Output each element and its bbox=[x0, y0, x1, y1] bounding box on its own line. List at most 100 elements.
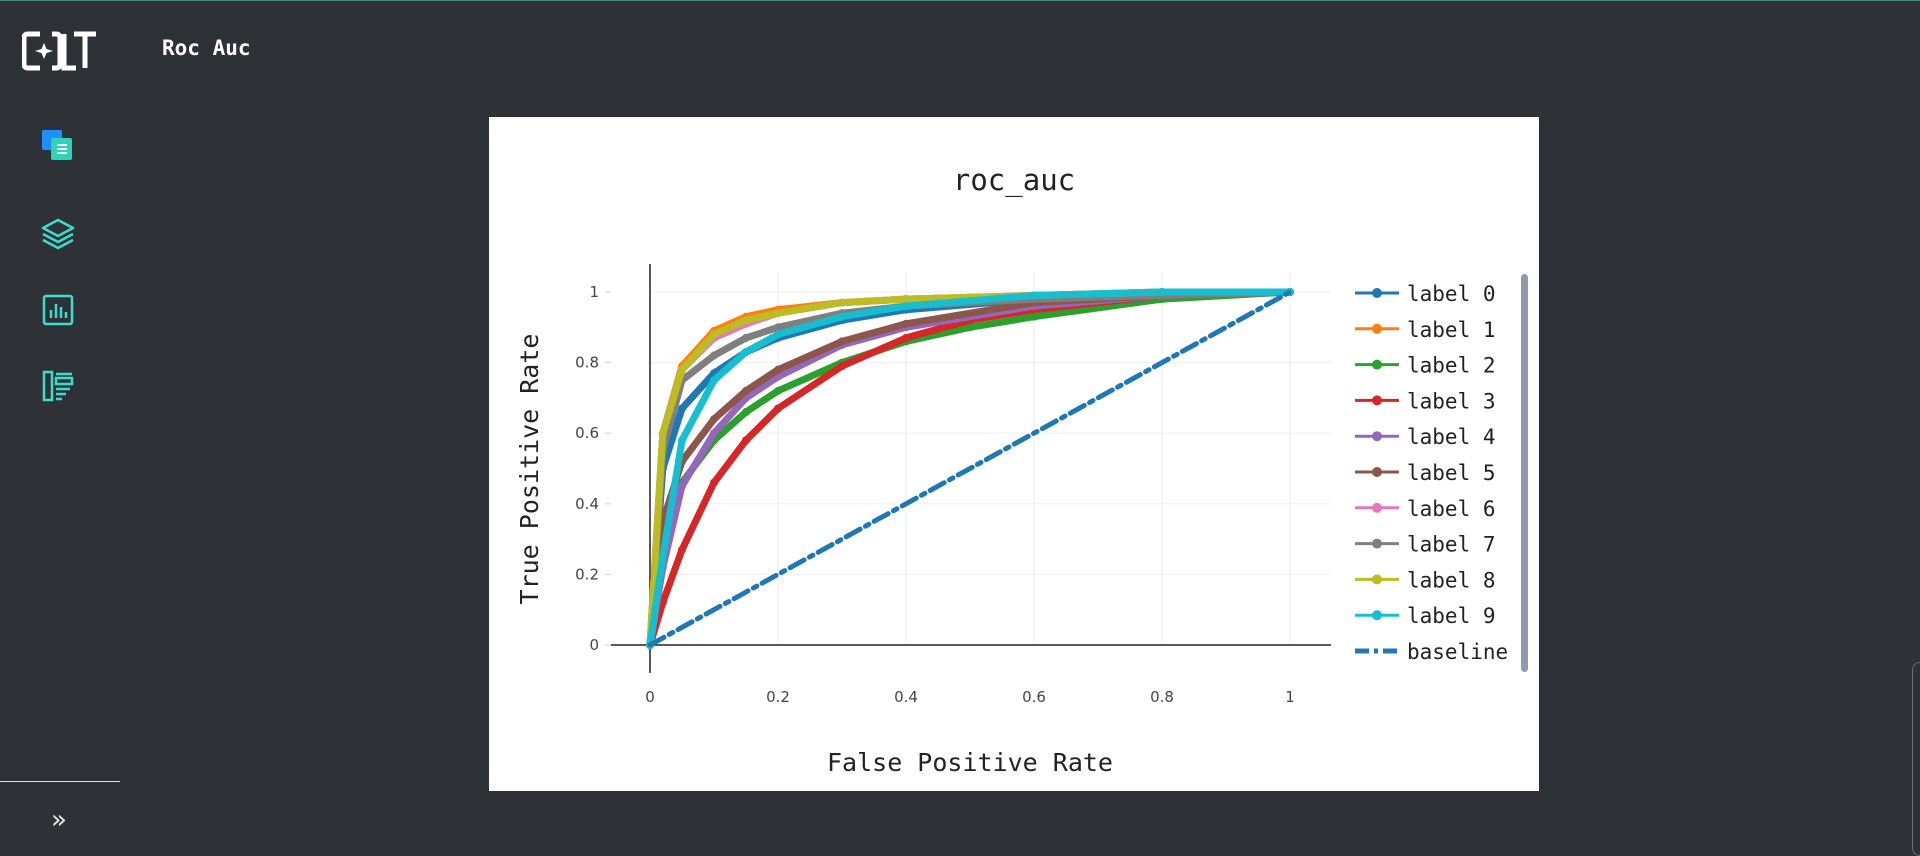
data-point-label-3 bbox=[838, 362, 846, 371]
legend-label: label 8 bbox=[1407, 568, 1496, 592]
sidebar: » bbox=[0, 0, 120, 854]
expand-sidebar-icon[interactable]: » bbox=[51, 805, 67, 835]
x-axis-label: False Positive Rate bbox=[827, 748, 1113, 777]
data-point-label-0 bbox=[678, 404, 686, 413]
data-point-label-2 bbox=[966, 323, 974, 332]
legend-marker bbox=[1372, 395, 1382, 406]
legend-label: label 6 bbox=[1407, 497, 1496, 521]
legend-label: label 9 bbox=[1407, 604, 1496, 628]
legend-label: label 4 bbox=[1407, 425, 1496, 449]
x-tick-label: 0.6 bbox=[1022, 688, 1046, 706]
legend-item-label-4[interactable]: label 4 bbox=[1355, 425, 1496, 449]
legend-marker bbox=[1372, 288, 1382, 298]
legend-item-label-3[interactable]: label 3 bbox=[1355, 389, 1496, 413]
y-tick-label: 0.8 bbox=[575, 354, 599, 372]
bar-chart-icon[interactable] bbox=[40, 292, 76, 328]
legend-item-label-2[interactable]: label 2 bbox=[1355, 354, 1496, 378]
data-point-label-7 bbox=[774, 323, 782, 332]
legend-item-label-1[interactable]: label 1 bbox=[1355, 318, 1496, 342]
legend-marker bbox=[1372, 467, 1382, 477]
legend-marker bbox=[1372, 323, 1382, 334]
data-point-label-9 bbox=[742, 348, 750, 357]
legend-label: label 1 bbox=[1407, 318, 1496, 342]
data-point-label-9 bbox=[1158, 288, 1166, 296]
legend-marker bbox=[1372, 574, 1382, 585]
data-point-label-5 bbox=[902, 319, 910, 328]
x-tick-label: 0.4 bbox=[894, 688, 918, 706]
data-point-label-5 bbox=[742, 386, 750, 395]
data-point-label-9 bbox=[1030, 291, 1038, 300]
data-point-label-3 bbox=[678, 545, 686, 554]
legend-marker bbox=[1372, 431, 1382, 442]
report-list-icon[interactable] bbox=[40, 368, 76, 404]
series-line-baseline bbox=[647, 289, 1293, 648]
legend-scrollbar[interactable] bbox=[1521, 274, 1528, 672]
data-point-label-3 bbox=[774, 404, 782, 413]
chart-card: 0 0.2 0.4 0.6 0.8 1 0 0.2 0.4 0.6 0.8 1 label 0 labe… bbox=[489, 117, 1539, 791]
legend-label: label 2 bbox=[1407, 354, 1496, 378]
y-tick-label: 0.6 bbox=[575, 424, 599, 442]
y-tick-label: 0.4 bbox=[575, 495, 599, 513]
data-point-label-2 bbox=[774, 386, 782, 395]
y-axis-label: True Positive Rate bbox=[515, 334, 544, 605]
legend-item-label-0[interactable]: label 0 bbox=[1355, 282, 1496, 306]
top-border bbox=[0, 0, 1920, 1]
data-point-label-9 bbox=[658, 552, 667, 561]
chart-title: roc_auc bbox=[953, 163, 1075, 198]
page-title: Roc Auc bbox=[162, 36, 251, 60]
sidebar-divider bbox=[0, 781, 120, 782]
app-logo-icon[interactable] bbox=[22, 30, 98, 72]
data-point-label-9 bbox=[838, 312, 846, 321]
roc-chart: 0 0.2 0.4 0.6 0.8 100.20.40.60.81 label 0labe… bbox=[515, 163, 1528, 777]
legend: label 0 label 1 label 2 label 3 label 4 label… bbox=[1355, 282, 1508, 664]
series-lines bbox=[646, 288, 1294, 649]
data-point-label-2 bbox=[1030, 312, 1038, 321]
x-tick-label: 1 bbox=[1285, 688, 1295, 706]
legend-item-label-8[interactable]: label 8 bbox=[1355, 568, 1496, 592]
data-point-label-3 bbox=[902, 333, 910, 342]
data-point-label-5 bbox=[710, 415, 718, 424]
legend-label: label 0 bbox=[1407, 282, 1496, 306]
data-point-label-3 bbox=[742, 436, 750, 445]
legend-marker bbox=[1372, 502, 1382, 513]
legend-label: label 5 bbox=[1407, 461, 1496, 485]
data-point-label-9 bbox=[774, 330, 782, 339]
data-point-label-8 bbox=[710, 330, 718, 339]
legend-label: label 7 bbox=[1407, 533, 1496, 557]
page-scrollbar[interactable] bbox=[1912, 662, 1920, 856]
legend-item-label-9[interactable]: label 9 bbox=[1355, 604, 1496, 628]
data-point-label-8 bbox=[774, 309, 782, 318]
data-point-label-8 bbox=[902, 295, 910, 304]
x-tick-label: 0.8 bbox=[1150, 688, 1174, 706]
data-point-label-9 bbox=[678, 436, 686, 445]
data-point-label-3 bbox=[710, 478, 718, 487]
x-tick-label: 0.2 bbox=[766, 688, 790, 706]
legend-marker bbox=[1372, 610, 1382, 621]
data-point-label-5 bbox=[838, 337, 846, 346]
data-point-label-5 bbox=[774, 365, 782, 374]
data-point-label-2 bbox=[742, 408, 750, 417]
data-point-label-8 bbox=[678, 365, 686, 374]
data-point-label-8 bbox=[838, 298, 846, 307]
y-tick-label: 0.2 bbox=[575, 565, 599, 583]
y-tick-label: 0 bbox=[589, 636, 599, 654]
legend-marker bbox=[1372, 538, 1382, 549]
legend-label: label 3 bbox=[1407, 389, 1496, 413]
legend-label: baseline bbox=[1407, 640, 1508, 664]
data-point-label-8 bbox=[742, 316, 750, 325]
data-point-label-9 bbox=[902, 302, 910, 311]
data-point-label-9 bbox=[710, 376, 718, 385]
legend-item-label-5[interactable]: label 5 bbox=[1355, 461, 1496, 485]
legend-item-label-7[interactable]: label 7 bbox=[1355, 533, 1496, 557]
documents-icon[interactable] bbox=[40, 128, 76, 164]
data-point-label-8 bbox=[658, 429, 667, 438]
data-point-label-7 bbox=[742, 333, 750, 342]
layers-icon[interactable] bbox=[40, 216, 76, 252]
data-point-label-4 bbox=[678, 482, 686, 491]
legend-item-label-6[interactable]: label 6 bbox=[1355, 497, 1496, 521]
x-tick-label: 0 bbox=[645, 688, 655, 706]
y-tick-label: 1 bbox=[589, 283, 599, 301]
legend-item-baseline[interactable]: baseline bbox=[1355, 640, 1508, 664]
data-point-label-4 bbox=[710, 429, 718, 438]
data-point-label-7 bbox=[710, 351, 718, 360]
